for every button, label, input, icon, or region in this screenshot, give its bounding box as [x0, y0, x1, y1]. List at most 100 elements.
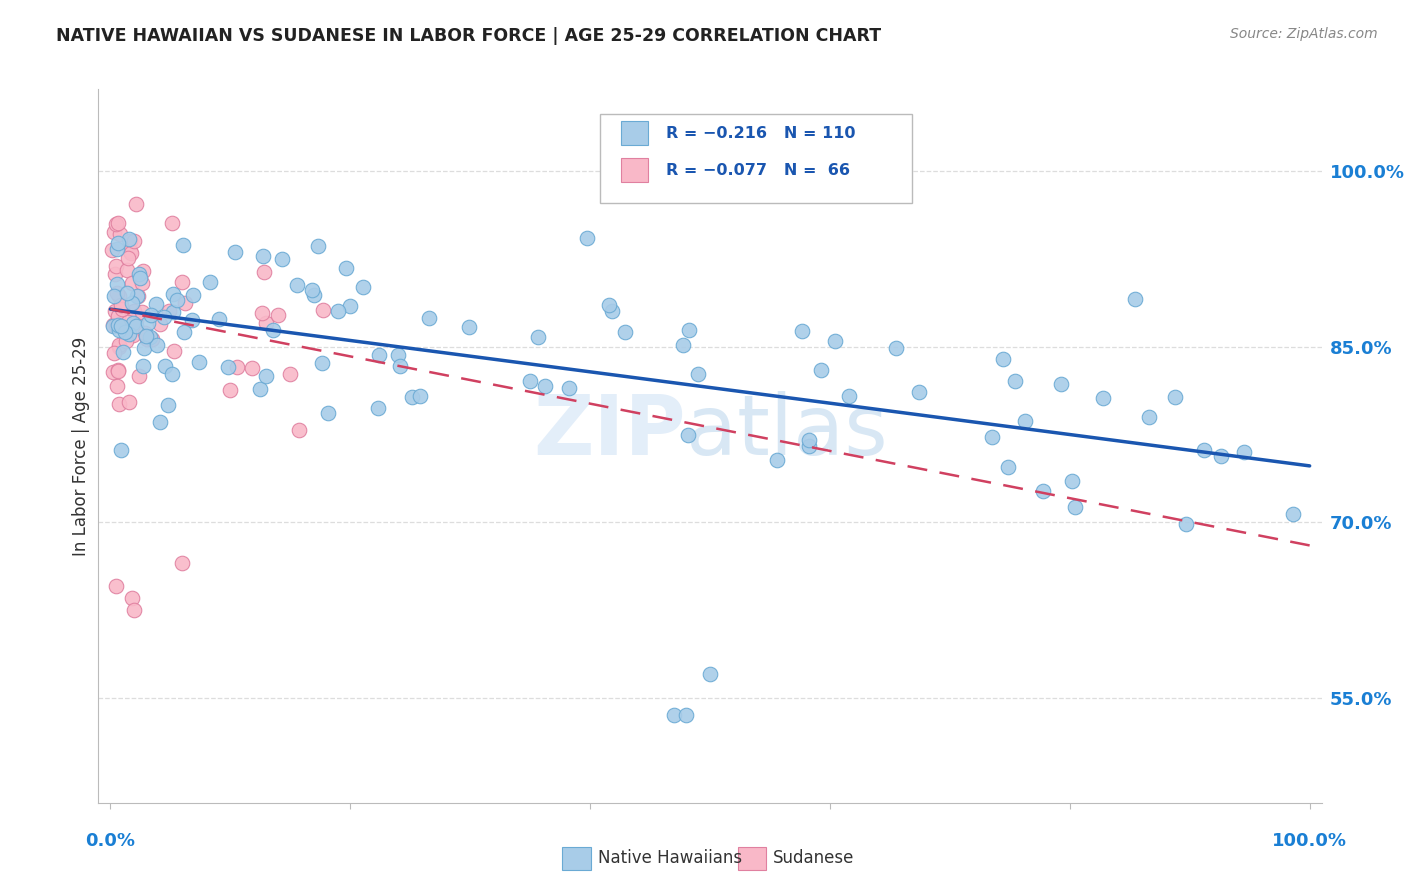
Point	[1062, 474, 1084, 488]
Point	[124, 304, 146, 318]
Point	[107, 364, 129, 378]
Point	[115, 262, 138, 277]
Point	[121, 276, 143, 290]
Point	[699, 667, 721, 681]
Point	[262, 323, 284, 337]
Point	[172, 556, 194, 570]
Point	[107, 216, 129, 230]
Point	[598, 297, 620, 311]
Point	[304, 288, 326, 302]
FancyBboxPatch shape	[620, 159, 648, 182]
Point	[117, 286, 139, 301]
Point	[118, 327, 141, 342]
Point	[367, 401, 389, 416]
Point	[157, 304, 180, 318]
Point	[128, 368, 150, 383]
Point	[132, 359, 155, 373]
Point	[141, 332, 163, 346]
Point	[387, 348, 409, 362]
Point	[301, 283, 323, 297]
Point	[141, 309, 163, 323]
Point	[907, 385, 929, 400]
Point	[1211, 449, 1233, 463]
Point	[285, 277, 308, 292]
Point	[121, 591, 143, 605]
Point	[125, 197, 148, 211]
Point	[208, 312, 231, 326]
Point	[105, 579, 128, 593]
Point	[103, 225, 125, 239]
Point	[108, 289, 131, 303]
Text: atlas: atlas	[686, 392, 887, 472]
Point	[270, 252, 292, 266]
Point	[157, 398, 180, 412]
Point	[120, 244, 142, 259]
Point	[128, 270, 150, 285]
Point	[104, 217, 127, 231]
Point	[672, 338, 695, 352]
Point	[107, 318, 129, 333]
Point	[1014, 414, 1036, 428]
Point	[981, 430, 1004, 444]
Point	[172, 237, 194, 252]
Point	[107, 315, 129, 329]
Point	[1282, 508, 1305, 522]
Point	[824, 334, 846, 348]
Point	[278, 367, 301, 381]
Point	[1175, 516, 1198, 531]
Point	[676, 427, 699, 442]
Point	[328, 303, 350, 318]
Point	[124, 234, 146, 248]
Point	[108, 397, 131, 411]
Point	[136, 332, 159, 346]
Text: 100.0%: 100.0%	[1272, 832, 1347, 850]
Point	[1233, 445, 1256, 459]
Point	[1004, 374, 1026, 388]
Point	[107, 309, 129, 323]
Point	[153, 310, 176, 324]
Point	[1192, 442, 1215, 457]
Point	[173, 326, 195, 340]
Point	[124, 603, 146, 617]
Point	[125, 318, 148, 333]
Point	[790, 324, 813, 338]
Point	[613, 325, 636, 339]
Point	[1063, 500, 1085, 515]
Point	[254, 316, 277, 330]
Point	[409, 389, 432, 403]
Point	[163, 343, 186, 358]
Point	[145, 297, 167, 311]
Point	[389, 359, 412, 373]
Point	[797, 433, 820, 447]
Point	[534, 379, 557, 393]
Point	[128, 267, 150, 281]
Point	[173, 296, 195, 310]
Point	[458, 319, 481, 334]
Point	[252, 306, 274, 320]
Point	[110, 318, 132, 333]
Point	[110, 298, 132, 312]
Point	[200, 275, 222, 289]
Point	[1125, 292, 1147, 306]
Point	[105, 259, 128, 273]
Point	[367, 348, 389, 362]
Point	[132, 341, 155, 355]
Point	[252, 249, 274, 263]
Point	[288, 423, 311, 437]
Point	[122, 316, 145, 330]
Point	[104, 304, 127, 318]
Point	[117, 252, 139, 266]
Point	[108, 338, 131, 352]
Point	[110, 443, 132, 458]
Point	[117, 315, 139, 329]
Point	[101, 318, 124, 333]
Point	[105, 318, 128, 333]
Text: R = −0.216   N = 110: R = −0.216 N = 110	[666, 126, 855, 141]
Point	[240, 361, 263, 376]
Point	[527, 330, 550, 344]
Point	[153, 359, 176, 373]
Point	[112, 345, 135, 359]
Point	[138, 330, 160, 344]
Point	[162, 286, 184, 301]
Point	[838, 389, 860, 403]
